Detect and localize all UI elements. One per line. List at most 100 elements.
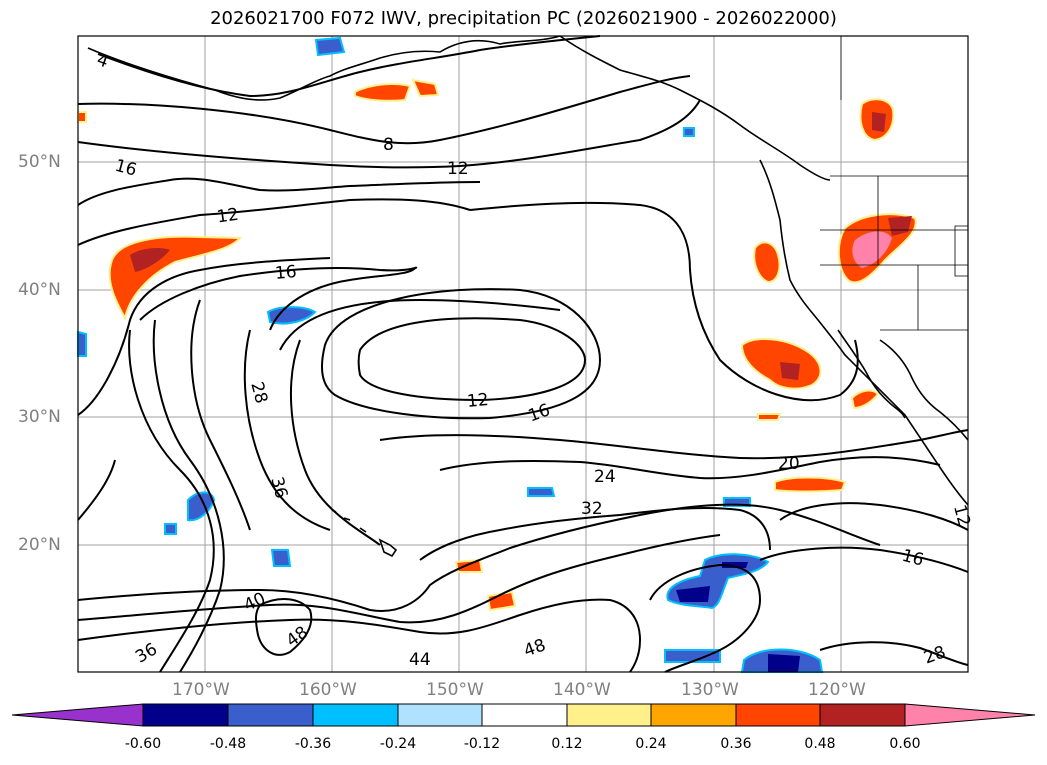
lat-label-50n: 50°N bbox=[18, 152, 61, 172]
contour-label: 44 bbox=[409, 650, 431, 670]
borders bbox=[820, 36, 969, 331]
colorbar-tick: 0.12 bbox=[551, 736, 583, 752]
lat-label-20n: 20°N bbox=[18, 535, 61, 555]
contour-line bbox=[77, 99, 701, 169]
lat-label-30n: 30°N bbox=[18, 407, 61, 427]
precip-patch bbox=[757, 413, 782, 421]
precip-patch bbox=[411, 78, 440, 98]
colorbar-segment bbox=[650, 703, 737, 727]
contour-label: 12 bbox=[447, 159, 469, 179]
contour-line bbox=[128, 329, 215, 673]
contour-line bbox=[819, 641, 969, 666]
colorbar-segment-extend-low bbox=[11, 703, 144, 727]
colorbar-segment bbox=[227, 703, 314, 727]
contour-label: 12 bbox=[216, 205, 240, 228]
precip-patch bbox=[683, 127, 695, 137]
colorbar-tick: 0.24 bbox=[635, 736, 667, 752]
contour-line bbox=[77, 534, 721, 624]
contour-label: 24 bbox=[594, 467, 616, 487]
plot-frame bbox=[77, 35, 969, 673]
colorbar-segment-extend-high bbox=[904, 703, 1036, 727]
lon-label-120w: 120°W bbox=[808, 680, 866, 700]
lat-label-40n: 40°N bbox=[18, 280, 61, 300]
contour-line bbox=[254, 598, 313, 656]
precip-patch bbox=[852, 231, 892, 268]
contour-line bbox=[321, 288, 602, 420]
coastline-gulf-ca bbox=[879, 339, 969, 441]
precip-patch bbox=[872, 112, 886, 132]
precip-patch bbox=[314, 36, 346, 57]
contour-line bbox=[649, 563, 762, 673]
contour-label: 32 bbox=[581, 499, 603, 519]
lon-label-160w: 160°W bbox=[299, 680, 357, 700]
colorbar-tick: -0.60 bbox=[124, 736, 162, 752]
colorbar-tick: 0.60 bbox=[889, 736, 921, 752]
colorbar-segment bbox=[312, 703, 399, 727]
colorbar-tick: -0.48 bbox=[209, 736, 247, 752]
colorbar bbox=[11, 703, 1036, 727]
colorbar-tick: 0.36 bbox=[720, 736, 752, 752]
contour-label: 20 bbox=[778, 454, 800, 474]
precip-patch bbox=[888, 216, 912, 236]
contour-line bbox=[77, 459, 116, 521]
coastline-west-coast bbox=[759, 159, 969, 506]
precip-patch bbox=[768, 654, 800, 672]
iwv-contours bbox=[77, 35, 969, 673]
precip-patch bbox=[527, 487, 556, 497]
contour-line bbox=[190, 299, 251, 531]
contour-line bbox=[77, 177, 481, 206]
contour-label: 8 bbox=[383, 135, 394, 155]
contour-line bbox=[77, 257, 331, 416]
contour-line bbox=[139, 266, 418, 331]
contour-line bbox=[379, 429, 969, 460]
contour-label: 16 bbox=[274, 262, 297, 284]
colorbar-segment bbox=[735, 703, 821, 727]
state-borders bbox=[820, 176, 969, 330]
contour-line bbox=[469, 201, 859, 402]
colorbar-tick: -0.24 bbox=[379, 736, 417, 752]
precip-patch bbox=[676, 586, 710, 602]
precip-patch bbox=[753, 241, 781, 284]
colorbar-segment bbox=[566, 703, 652, 727]
contour-line bbox=[243, 329, 331, 531]
contour-line bbox=[419, 506, 771, 561]
precip-patch bbox=[130, 247, 170, 272]
precip-patch bbox=[454, 558, 484, 573]
lon-label-130w: 130°W bbox=[681, 680, 739, 700]
precip-patch bbox=[664, 649, 721, 663]
lon-label-140w: 140°W bbox=[553, 680, 611, 700]
colorbar-segment bbox=[142, 703, 229, 727]
precip-patch bbox=[780, 362, 800, 380]
contour-line bbox=[289, 339, 381, 546]
contour-line bbox=[77, 75, 691, 145]
precip-patch bbox=[266, 306, 317, 325]
lon-label-150w: 150°W bbox=[426, 680, 484, 700]
contour-line bbox=[77, 198, 471, 246]
coastline-north bbox=[559, 35, 831, 181]
contour-line bbox=[357, 317, 587, 402]
precip-positive bbox=[77, 78, 917, 612]
contour-line bbox=[97, 35, 601, 98]
colorbar-tick: -0.36 bbox=[294, 736, 332, 752]
chart-title: 2026021700 F072 IWV, precipitation PC (2… bbox=[210, 8, 837, 29]
contour-line bbox=[439, 456, 941, 480]
precip-patch bbox=[164, 523, 177, 535]
plot-background bbox=[78, 36, 968, 672]
precip-patch bbox=[354, 83, 412, 102]
colorbar-tick: -0.12 bbox=[463, 736, 501, 752]
colorbar-tick: 0.48 bbox=[804, 736, 836, 752]
lon-label-170w: 170°W bbox=[172, 680, 230, 700]
precip-patch bbox=[722, 562, 748, 568]
precip-patch bbox=[77, 330, 87, 357]
contour-line bbox=[779, 502, 969, 531]
contour-line bbox=[77, 598, 642, 673]
precip-patch bbox=[850, 389, 880, 410]
contour-label: 12 bbox=[466, 390, 489, 412]
contour-line bbox=[77, 503, 881, 612]
contour-line bbox=[279, 298, 561, 351]
hawaii-islands bbox=[331, 509, 398, 558]
precip-patch bbox=[77, 111, 87, 123]
precip-patch bbox=[270, 549, 292, 567]
precip-patch bbox=[774, 476, 847, 493]
